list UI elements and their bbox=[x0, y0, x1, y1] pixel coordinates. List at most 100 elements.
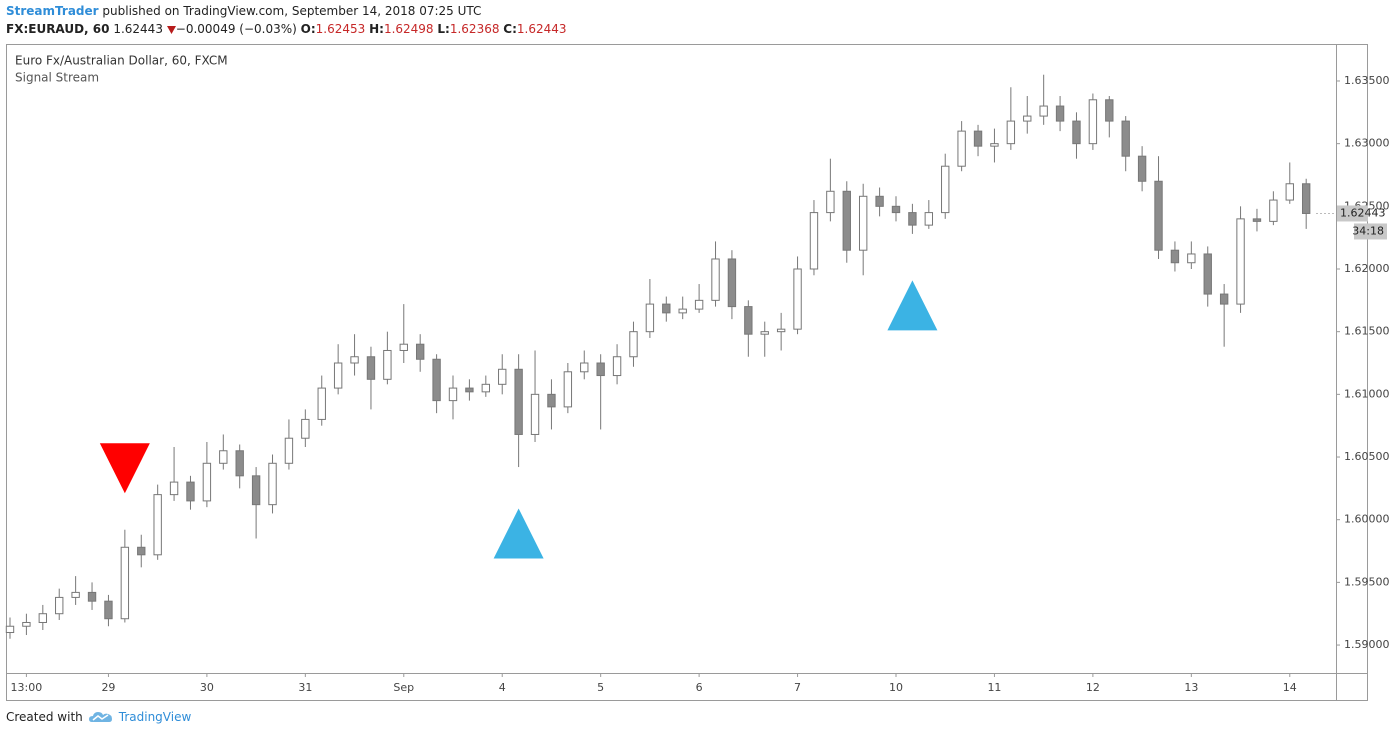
candle-body bbox=[580, 362, 589, 373]
y-tick-label: 1.61500 bbox=[1344, 325, 1390, 338]
candle-body bbox=[202, 462, 212, 502]
candle-body bbox=[448, 387, 458, 402]
candle-body bbox=[1072, 120, 1081, 145]
last-price-tag bbox=[1337, 205, 1368, 222]
candle-body bbox=[498, 368, 507, 385]
candle-body bbox=[973, 130, 983, 147]
candle-body bbox=[5, 625, 15, 634]
candle-body bbox=[990, 143, 999, 147]
candle-body bbox=[776, 328, 786, 333]
x-tick-label: 11 bbox=[987, 681, 1001, 694]
signal-marker bbox=[887, 280, 938, 331]
candle-body bbox=[727, 258, 737, 308]
candle-body bbox=[1055, 105, 1065, 122]
chart-frame bbox=[6, 44, 1368, 701]
candle-body bbox=[120, 546, 130, 620]
author[interactable]: StreamTrader bbox=[6, 4, 99, 18]
candle-body bbox=[383, 349, 392, 380]
signal-marker bbox=[493, 508, 544, 559]
y-tick-label: 1.63000 bbox=[1344, 137, 1390, 150]
low-label: L: bbox=[437, 22, 450, 36]
change: −0.00049 (−0.03%) bbox=[175, 22, 297, 36]
candle-body bbox=[1023, 115, 1032, 122]
x-tick-label: 4 bbox=[499, 681, 506, 694]
x-tick-label: 29 bbox=[101, 681, 115, 694]
candle-body bbox=[662, 303, 671, 314]
candle-body bbox=[809, 212, 819, 270]
x-tick-label: 14 bbox=[1283, 681, 1297, 694]
candle-body bbox=[481, 383, 491, 393]
candle-body bbox=[760, 331, 769, 335]
candle-body bbox=[612, 356, 622, 377]
brand[interactable]: TradingView bbox=[118, 710, 192, 724]
y-tick-label: 1.61000 bbox=[1344, 387, 1390, 400]
candle-body bbox=[1137, 155, 1147, 182]
candle-body bbox=[268, 462, 277, 506]
candle-body bbox=[366, 356, 376, 380]
candle-body bbox=[645, 303, 655, 333]
candle-body bbox=[432, 358, 441, 402]
candle-body bbox=[678, 308, 687, 314]
y-tick-label: 1.59000 bbox=[1344, 638, 1390, 651]
candle-body bbox=[793, 268, 802, 330]
indicator-name: Signal Stream bbox=[15, 71, 99, 85]
candle-body bbox=[1170, 249, 1180, 264]
x-tick-label: 12 bbox=[1086, 681, 1100, 694]
candle-body bbox=[694, 299, 704, 310]
high-label: H: bbox=[369, 22, 384, 36]
candle-body bbox=[22, 621, 31, 627]
candle-body bbox=[941, 165, 950, 214]
candle-body bbox=[530, 393, 540, 435]
candle-body bbox=[465, 387, 474, 393]
candle-body bbox=[1285, 183, 1294, 201]
high-value: 1.62498 bbox=[383, 22, 434, 36]
candle-body bbox=[71, 591, 80, 598]
candle-body bbox=[104, 600, 113, 620]
y-tick-label: 1.60000 bbox=[1344, 513, 1390, 526]
candle-body bbox=[399, 343, 408, 351]
candle-body bbox=[251, 475, 261, 506]
countdown: 34:18 bbox=[1352, 224, 1384, 237]
candle-body bbox=[924, 212, 934, 226]
candle-body bbox=[1088, 99, 1098, 145]
brand-logo bbox=[88, 712, 112, 722]
published: published on TradingView.com, September … bbox=[102, 4, 482, 18]
signal-marker bbox=[99, 443, 150, 494]
candle-body bbox=[1154, 180, 1163, 251]
x-tick-label: Sep bbox=[393, 681, 414, 694]
candle-body bbox=[169, 481, 179, 496]
candle-body bbox=[908, 212, 917, 226]
candle-body bbox=[333, 362, 343, 389]
candle-body bbox=[842, 190, 851, 251]
candle-body bbox=[1269, 199, 1278, 222]
candle-body bbox=[284, 437, 294, 464]
candle-body bbox=[1039, 105, 1048, 117]
candle-body bbox=[137, 546, 146, 556]
x-tick-label: 7 bbox=[794, 681, 801, 694]
candle-body bbox=[1121, 120, 1130, 157]
low-value: 1.62368 bbox=[449, 22, 500, 36]
open-label: O: bbox=[300, 22, 316, 36]
y-tick-label: 1.59500 bbox=[1344, 575, 1390, 588]
x-tick-label: 10 bbox=[889, 681, 903, 694]
candle-body bbox=[301, 418, 310, 439]
y-tick-label: 1.62000 bbox=[1344, 262, 1390, 275]
candle-body bbox=[514, 368, 523, 435]
last-price-label: 1.62443 bbox=[1340, 206, 1386, 219]
candle-body bbox=[1252, 218, 1262, 222]
candle-body bbox=[1105, 99, 1114, 122]
candle-body bbox=[1301, 183, 1311, 214]
candle-body bbox=[1006, 120, 1016, 145]
open-value: 1.62453 bbox=[315, 22, 366, 36]
candle-body bbox=[891, 205, 901, 214]
candle-body bbox=[826, 190, 835, 214]
candle-body bbox=[744, 306, 753, 335]
footer: Created with TradingView bbox=[6, 710, 191, 724]
candle-body bbox=[629, 331, 638, 358]
candle-body bbox=[219, 450, 228, 464]
x-tick-label: 31 bbox=[298, 681, 312, 694]
x-tick-label: 13:00 bbox=[11, 681, 43, 694]
candle-body bbox=[875, 195, 884, 207]
candle-body bbox=[596, 362, 605, 377]
candle-body bbox=[55, 596, 64, 615]
